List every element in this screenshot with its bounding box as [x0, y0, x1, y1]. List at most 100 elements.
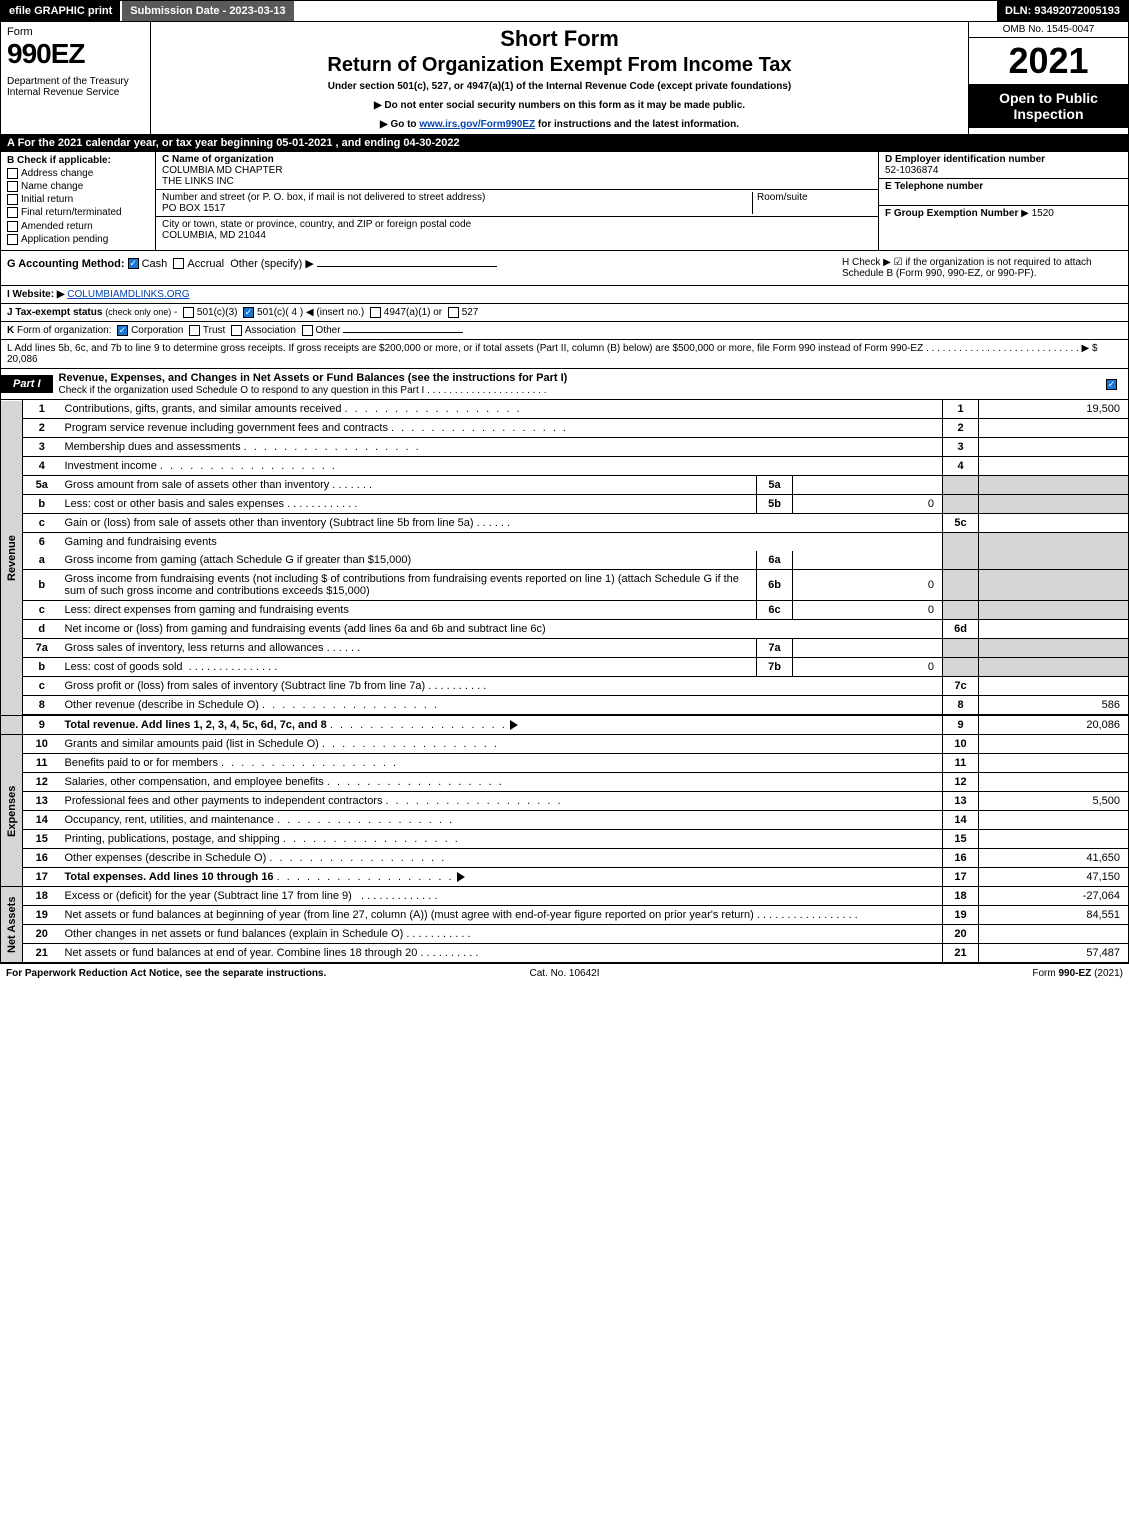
expenses-sidelabel: Expenses — [1, 735, 23, 887]
line-11: 11 Benefits paid to or for members 11 — [1, 754, 1129, 773]
page-footer: For Paperwork Reduction Act Notice, see … — [0, 963, 1129, 983]
instr-ssn: ▶ Do not enter social security numbers o… — [159, 100, 960, 111]
part-i-check: ✓ — [1098, 378, 1128, 390]
g-label: G Accounting Method: — [7, 258, 125, 270]
line-5c: c Gain or (loss) from sale of assets oth… — [1, 514, 1129, 533]
e-label: E Telephone number — [885, 181, 983, 192]
line-21: 21 Net assets or fund balances at end of… — [1, 944, 1129, 963]
section-b: B Check if applicable: Address change Na… — [1, 152, 156, 250]
line-8: 8 Other revenue (describe in Schedule O)… — [1, 696, 1129, 716]
section-c: C Name of organization COLUMBIA MD CHAPT… — [156, 152, 878, 250]
line-3: 3 Membership dues and assessments 3 — [1, 438, 1129, 457]
line-20: 20 Other changes in net assets or fund b… — [1, 925, 1129, 944]
c-name-cell: C Name of organization COLUMBIA MD CHAPT… — [156, 152, 878, 190]
efile-label[interactable]: efile GRAPHIC print — [1, 1, 120, 21]
part-i-table: Revenue 1 Contributions, gifts, grants, … — [0, 400, 1129, 963]
c-street-cell: Number and street (or P. O. box, if mail… — [156, 190, 878, 217]
part-i-label: Part I — [1, 375, 53, 393]
under-section: Under section 501(c), 527, or 4947(a)(1)… — [159, 81, 960, 92]
line-4: 4 Investment income 4 — [1, 457, 1129, 476]
l-gross-receipts: L Add lines 5b, 6c, and 7b to line 9 to … — [0, 339, 1129, 369]
form-number: 990EZ — [7, 38, 144, 70]
part-i-title: Revenue, Expenses, and Changes in Net As… — [53, 369, 1098, 399]
h-schedule-b: H Check ▶ ☑ if the organization is not r… — [842, 257, 1122, 279]
line-12: 12 Salaries, other compensation, and emp… — [1, 773, 1129, 792]
line-2: 2 Program service revenue including gove… — [1, 419, 1129, 438]
c-street-label: Number and street (or P. O. box, if mail… — [162, 192, 485, 203]
d-ein: 52-1036874 — [885, 165, 938, 176]
g-cash-check: ✓ — [128, 258, 139, 269]
f-group-cell: F Group Exemption Number ▶ 1520 — [879, 206, 1128, 221]
section-b-c-d: B Check if applicable: Address change Na… — [0, 152, 1129, 251]
line-7c: c Gross profit or (loss) from sales of i… — [1, 677, 1129, 696]
org-name-2: THE LINKS INC — [162, 176, 234, 187]
open-to-public: Open to Public Inspection — [969, 84, 1128, 128]
department: Department of the Treasury Internal Reve… — [7, 76, 144, 98]
header-center: Short Form Return of Organization Exempt… — [151, 22, 968, 134]
line-6d: d Net income or (loss) from gaming and f… — [1, 620, 1129, 639]
form-title: Return of Organization Exempt From Incom… — [159, 54, 960, 77]
revenue-sidelabel: Revenue — [1, 400, 23, 715]
line-6a: a Gross income from gaming (attach Sched… — [1, 551, 1129, 570]
c-city-label: City or town, state or province, country… — [162, 219, 471, 230]
arrow-icon — [510, 720, 518, 730]
line-5a: 5a Gross amount from sale of assets othe… — [1, 476, 1129, 495]
j-tax-exempt: J Tax-exempt status (check only one) - 5… — [0, 303, 1129, 321]
g-accounting: G Accounting Method: ✓Cash Accrual Other… — [7, 257, 842, 279]
top-bar: efile GRAPHIC print Submission Date - 20… — [0, 0, 1129, 22]
section-g-h: G Accounting Method: ✓Cash Accrual Other… — [0, 251, 1129, 285]
org-name-1: COLUMBIA MD CHAPTER — [162, 165, 283, 176]
b-name-change: Name change — [7, 181, 149, 192]
k-form-org: K Form of organization: ✓Corporation Tru… — [0, 321, 1129, 339]
i-website: I Website: ▶ COLUMBIAMDLINKS.ORG — [0, 285, 1129, 303]
instr-goto: ▶ Go to www.irs.gov/Form990EZ for instru… — [159, 119, 960, 130]
line-6c: c Less: direct expenses from gaming and … — [1, 601, 1129, 620]
d-ein-cell: D Employer identification number 52-1036… — [879, 152, 1128, 179]
line-13: 13 Professional fees and other payments … — [1, 792, 1129, 811]
netassets-sidelabel: Net Assets — [1, 887, 23, 963]
line-6b: b Gross income from fundraising events (… — [1, 570, 1129, 601]
line-19: 19 Net assets or fund balances at beginn… — [1, 906, 1129, 925]
b-label: B Check if applicable: — [7, 155, 149, 166]
footer-cat: Cat. No. 10642I — [378, 968, 750, 979]
line-9: 9 Total revenue. Add lines 1, 2, 3, 4, 5… — [1, 715, 1129, 735]
f-label: F Group Exemption Number — [885, 208, 1018, 219]
line-5b: b Less: cost or other basis and sales ex… — [1, 495, 1129, 514]
form-label: Form — [7, 26, 144, 38]
g-other-label: Other (specify) ▶ — [230, 258, 314, 270]
g-accrual-check — [173, 258, 184, 269]
b-amended-return: Amended return — [7, 221, 149, 232]
c-name-label: C Name of organization — [162, 154, 274, 165]
e-phone-cell: E Telephone number — [879, 179, 1128, 206]
line-1: Revenue 1 Contributions, gifts, grants, … — [1, 400, 1129, 419]
line-17: 17 Total expenses. Add lines 10 through … — [1, 868, 1129, 887]
org-city: COLUMBIA, MD 21044 — [162, 230, 266, 241]
line-16: 16 Other expenses (describe in Schedule … — [1, 849, 1129, 868]
line-7a: 7a Gross sales of inventory, less return… — [1, 639, 1129, 658]
line-18: Net Assets 18 Excess or (deficit) for th… — [1, 887, 1129, 906]
b-final-return: Final return/terminated — [7, 207, 149, 218]
arrow-icon — [457, 872, 465, 882]
line-10: Expenses 10 Grants and similar amounts p… — [1, 735, 1129, 754]
g-cash-label: Cash — [142, 258, 168, 270]
line-15: 15 Printing, publications, postage, and … — [1, 830, 1129, 849]
header-right: OMB No. 1545-0047 2021 Open to Public In… — [968, 22, 1128, 134]
b-application-pending: Application pending — [7, 234, 149, 245]
footer-left: For Paperwork Reduction Act Notice, see … — [6, 968, 378, 979]
part-i-bar: Part I Revenue, Expenses, and Changes in… — [0, 369, 1129, 400]
g-accrual-label: Accrual — [187, 258, 224, 270]
omb-number: OMB No. 1545-0047 — [969, 22, 1128, 38]
website-link[interactable]: COLUMBIAMDLINKS.ORG — [67, 289, 189, 300]
short-form-label: Short Form — [159, 26, 960, 52]
section-d-e-f: D Employer identification number 52-1036… — [878, 152, 1128, 250]
d-label: D Employer identification number — [885, 154, 1045, 165]
dln: DLN: 93492072005193 — [997, 1, 1128, 21]
i-label: I Website: ▶ — [7, 289, 65, 300]
submission-date: Submission Date - 2023-03-13 — [120, 1, 295, 21]
org-street: PO BOX 1517 — [162, 203, 225, 214]
row-a-tax-year: A For the 2021 calendar year, or tax yea… — [0, 134, 1129, 152]
irs-link[interactable]: www.irs.gov/Form990EZ — [419, 119, 535, 130]
b-address-change: Address change — [7, 168, 149, 179]
spacer — [296, 1, 997, 21]
f-group-number: ▶ 1520 — [1021, 208, 1054, 219]
